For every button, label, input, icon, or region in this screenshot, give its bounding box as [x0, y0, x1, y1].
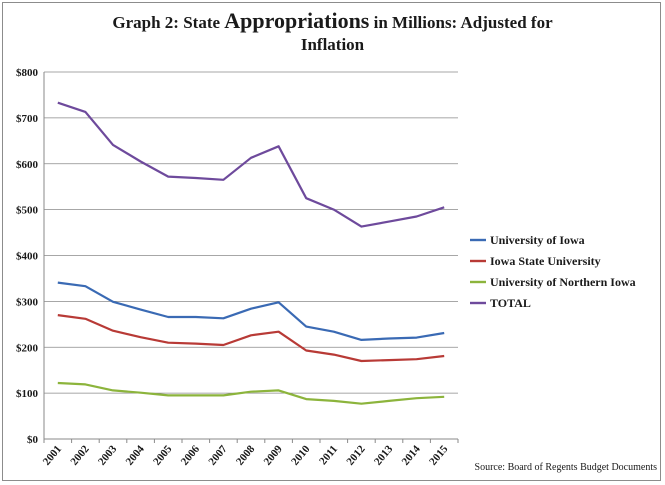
x-tick-label: 2003: [96, 443, 120, 468]
x-tick-label: 2010: [289, 443, 313, 468]
x-tick-label: 2011: [317, 443, 340, 467]
y-tick-label: $200: [16, 342, 39, 354]
y-tick-label: $300: [16, 296, 39, 308]
x-tick-label: 2009: [262, 443, 286, 468]
x-tick-label: 2001: [41, 443, 64, 468]
chart-title: Graph 2: State Appropriations in Million…: [0, 10, 665, 56]
x-tick-label: 2004: [124, 443, 148, 468]
x-tick-label: 2005: [151, 443, 175, 468]
legend-label: Iowa State University: [490, 254, 601, 268]
x-tick-label: 2013: [372, 443, 396, 468]
legend-label: University of Iowa: [490, 233, 585, 247]
y-tick-label: $800: [16, 67, 39, 79]
x-tick-label: 2012: [344, 443, 368, 468]
x-tick-label: 2015: [427, 443, 451, 468]
series-line-total: [57, 101, 445, 228]
title-suffix: in Millions: Adjusted for: [369, 13, 553, 32]
legend-label: University of Northern Iowa: [490, 275, 636, 289]
x-tick-label: 2002: [68, 443, 92, 468]
y-tick-label: $700: [16, 113, 39, 125]
series-line-university-of-iowa: [57, 281, 445, 341]
source-note: Source: Board of Regents Budget Document…: [474, 462, 657, 473]
series-line-university-of-northern-iowa: [57, 381, 445, 405]
x-tick-label: 2014: [400, 443, 424, 468]
y-tick-label: $100: [16, 388, 39, 400]
x-tick-label: 2008: [234, 443, 258, 468]
series-line-iowa-state-university: [57, 314, 445, 363]
title-emphasis: Appropriations: [224, 8, 370, 33]
title-line2: Inflation: [300, 35, 365, 54]
y-tick-label: $600: [16, 159, 39, 171]
y-tick-label: $500: [16, 205, 39, 217]
y-tick-label: $0: [27, 434, 39, 446]
title-prefix: Graph 2: State: [112, 13, 225, 32]
y-tick-label: $400: [16, 251, 39, 263]
x-tick-label: 2007: [206, 443, 230, 468]
legend-label: TOTAL: [490, 296, 531, 310]
x-tick-label: 2006: [179, 443, 203, 468]
